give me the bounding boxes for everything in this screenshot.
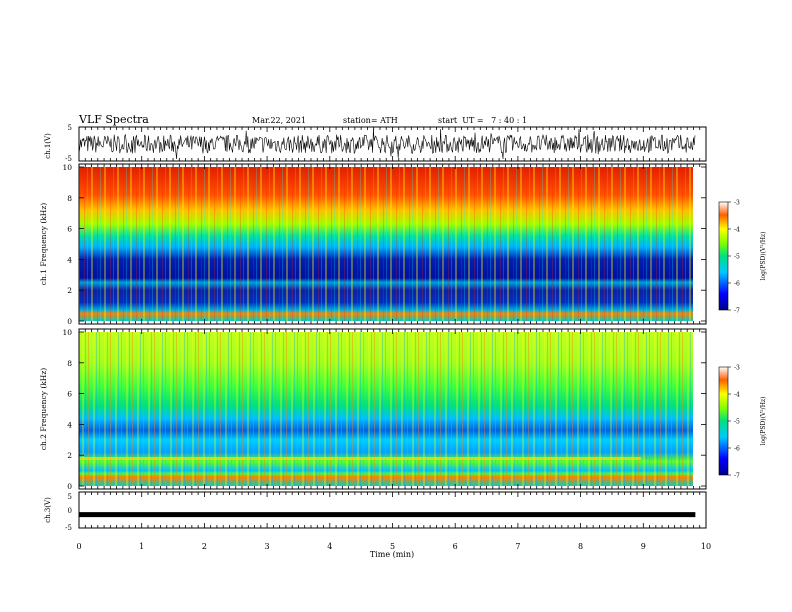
ch3-ytick-bottom: -5 <box>65 524 72 532</box>
ch1-colorbar-gradient <box>718 201 729 311</box>
y-tick-label: 6 <box>67 390 72 399</box>
colorbar-tick-label: -7 <box>734 308 740 315</box>
x-tick-label: 7 <box>515 542 520 551</box>
y-tick-label: 0 <box>67 482 72 491</box>
ch1-ytick-top: 5 <box>68 124 72 132</box>
colorbar-tick-label: -7 <box>734 473 740 480</box>
ch2-spectrogram-panel: 0 2 4 6 8 10 ch.2 Frequency (kHz) <box>39 328 707 491</box>
x-tick-label: 10 <box>701 542 711 551</box>
ch2-colorbar-label: log(PSD)(V²/Hz) <box>760 397 767 446</box>
station-label: station= ATH <box>343 116 398 125</box>
y-tick-label: 4 <box>67 255 72 264</box>
y-tick-label: 8 <box>67 194 72 203</box>
colorbar-tick-label: -4 <box>734 227 740 234</box>
colorbar-tick-label: -6 <box>734 281 740 288</box>
figure-title: VLF Spectra <box>78 113 149 126</box>
ch3-ytick-mid: 0 <box>68 507 72 515</box>
ch1-colorbar: -3 -4 -5 -6 -7 log(PSD)(V²/Hz) <box>718 200 767 315</box>
y-tick-label: 10 <box>62 163 72 172</box>
colorbar-tick-label: -3 <box>734 200 740 207</box>
x-tick-label: 6 <box>453 542 458 551</box>
ch3-ytick-top: 5 <box>68 493 72 501</box>
y-tick-label: 8 <box>67 359 72 368</box>
x-tick-label: 0 <box>76 542 81 551</box>
ch3-waveform-panel: 5 0 -5 ch.3(V) <box>44 491 707 532</box>
ch1-ylabel: ch.1(V) <box>44 133 52 159</box>
colorbar-tick-label: -3 <box>734 365 740 372</box>
date-label: Mar.22, 2021 <box>252 116 306 125</box>
x-tick-label: 8 <box>578 542 583 551</box>
x-tick-label: 2 <box>202 542 207 551</box>
ch1-waveform-trace <box>78 128 696 160</box>
ch1-spectrogram-panel: 0 2 4 6 8 10 ch.1 Frequency (kHz) <box>39 163 707 326</box>
time-tick-marks <box>78 127 707 528</box>
ch2-spectrogram-ylabel: ch.2 Frequency (kHz) <box>39 368 48 450</box>
colorbar-tick-label: -5 <box>734 419 740 426</box>
colorbar-tick-label: -4 <box>734 392 740 399</box>
x-tick-label: 1 <box>139 542 144 551</box>
ch2-colorbar: -3 -4 -5 -6 -7 log(PSD)(V²/Hz) <box>718 365 767 480</box>
x-tick-label: 3 <box>265 542 270 551</box>
ch1-spectrogram-ylabel: ch.1 Frequency (kHz) <box>39 203 48 285</box>
ch3-ylabel: ch.3(V) <box>44 497 52 523</box>
start-time-label: start UT = 7 : 40 : 1 <box>438 116 527 125</box>
time-axis-ticks: 0 1 2 3 4 5 6 7 8 9 10 <box>76 542 711 551</box>
x-tick-label: 4 <box>327 542 332 551</box>
ch1-ytick-bottom: -5 <box>65 155 72 163</box>
y-tick-label: 10 <box>62 328 72 337</box>
y-tick-label: 2 <box>67 451 72 460</box>
y-tick-label: 4 <box>67 420 72 429</box>
y-tick-label: 0 <box>67 317 72 326</box>
y-tick-label: 6 <box>67 225 72 234</box>
ch1-colorbar-label: log(PSD)(V²/Hz) <box>760 232 767 281</box>
ch2-colorbar-gradient <box>718 366 729 476</box>
y-tick-label: 2 <box>67 286 72 295</box>
colorbar-tick-label: -6 <box>734 446 740 453</box>
x-axis-label: Time (min) <box>370 550 414 559</box>
x-tick-label: 5 <box>390 542 395 551</box>
x-tick-label: 9 <box>641 542 646 551</box>
colorbar-tick-label: -5 <box>734 254 740 261</box>
ch1-waveform-panel: 5 -5 ch.1(V) <box>44 124 707 163</box>
